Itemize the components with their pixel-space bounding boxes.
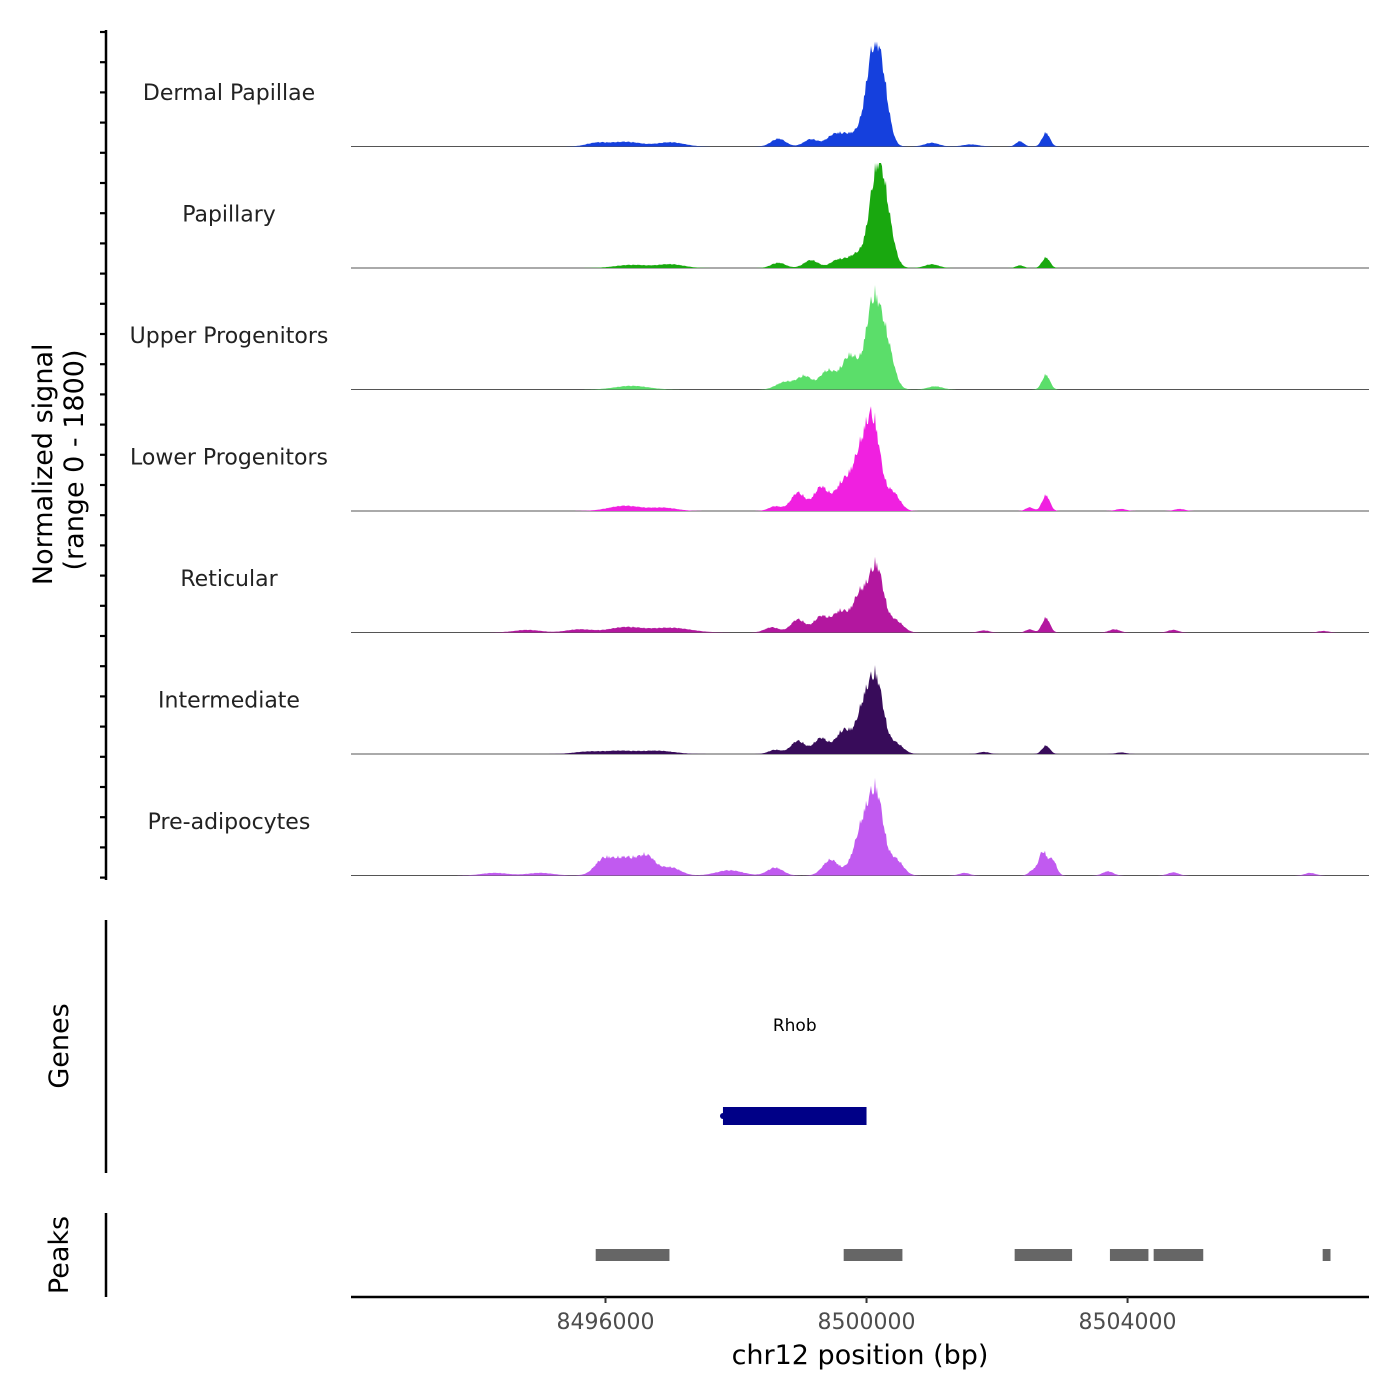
peak-region [1109,1249,1149,1261]
signal-track: Intermediate [158,665,1369,755]
signal-area [351,406,1369,511]
signal-track: Dermal Papillae [143,41,1369,147]
signal-track: Papillary [182,163,1369,269]
track-label: Pre-adipocytes [148,810,311,835]
signal-track: Reticular [180,556,1369,633]
track-label: Reticular [180,567,278,592]
signal-tracks: Dermal Papillae Papillary Upper Progenitor… [130,41,1369,876]
signal-area [351,777,1369,876]
track-label: Lower Progenitors [130,446,328,471]
peak-region [595,1249,670,1261]
track-label: Upper Progenitors [130,324,329,349]
x-tick-label: 8504000 [1079,1310,1177,1335]
x-axis-label: chr12 position (bp) [732,1340,989,1371]
y-label-line-2: (range 0 - 1800) [59,350,90,571]
peak-region [843,1249,903,1261]
signal-area [351,163,1369,268]
genes-panel-label: Genes [44,1003,75,1088]
track-label: Dermal Papillae [143,81,315,106]
peaks-panel-label: Peaks [44,1216,75,1294]
signal-area [351,665,1369,754]
signal-y-axis-label: Normalized signal (range 0 - 1800) [28,335,90,585]
peak-region [1014,1249,1073,1261]
signal-area [351,285,1369,390]
signal-track: Upper Progenitors [130,285,1369,390]
gene-name: Rhob [773,1016,817,1036]
gene-body [722,1107,867,1125]
signal-y-axis-ticks [100,30,106,879]
x-tick-label: 8496000 [557,1310,655,1335]
peaks-track [595,1249,1331,1261]
gene-tss-marker [719,1113,726,1119]
peak-region [1322,1249,1331,1261]
y-label-line-1: Normalized signal [28,344,59,586]
x-tick-label: 8500000 [818,1310,916,1335]
genes-track: Rhob [719,1016,867,1125]
track-label: Papillary [182,203,276,228]
x-axis-ticks: 8496000 8500000 8504000 [557,1297,1177,1335]
signal-track: Pre-adipocytes [148,777,1369,876]
signal-area [351,41,1369,147]
signal-track: Lower Progenitors [130,406,1369,512]
peak-region [1153,1249,1204,1261]
signal-area [351,556,1369,633]
track-label: Intermediate [158,689,300,714]
